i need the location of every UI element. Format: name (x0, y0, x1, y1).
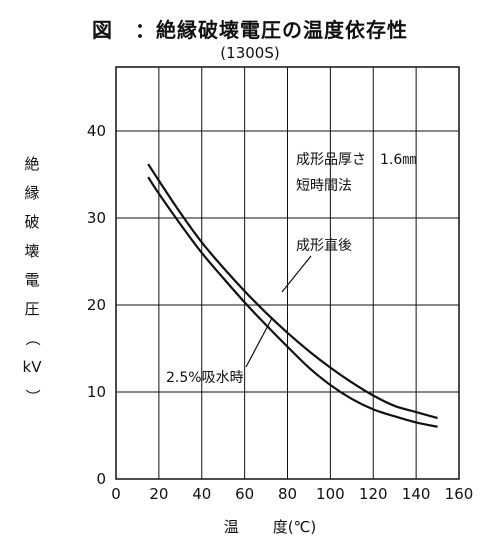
x-tick-label: 140 (402, 485, 431, 503)
chart-title-text: ：絶縁破壊電圧の温度依存性 (135, 18, 408, 42)
series-lines (147, 163, 438, 428)
x-tick-label: 80 (278, 485, 297, 503)
y-axis-label-char: 絶 (24, 155, 40, 173)
chart-subtitle: (1300S) (220, 44, 280, 62)
x-axis-label-part2: 度(℃) (272, 518, 317, 536)
annotation-series-wet: 2.5%吸水時 (166, 370, 244, 386)
x-tick-label: 0 (111, 485, 121, 503)
annotation-leader-wet (245, 317, 273, 368)
y-tick-label: 40 (87, 122, 106, 140)
y-axis-label-char: 破 (24, 213, 40, 231)
annotation-leader-dry (281, 255, 312, 293)
figure-label: 図 (92, 18, 113, 42)
plot-frame (115, 66, 460, 480)
series-line-0 (147, 163, 438, 420)
y-axis-label-char: 圧 (24, 300, 40, 318)
y-axis-label-char: 壊 (24, 242, 40, 260)
y-axis-label: 絶 縁 破 壊 電 圧 （ kV ） (20, 150, 44, 411)
x-tick-label: 60 (235, 485, 254, 503)
x-tick-label: 40 (192, 485, 211, 503)
x-axis-label: 温 度(℃) (0, 516, 500, 537)
x-tick-label: 160 (445, 485, 474, 503)
x-tick-label: 120 (359, 485, 388, 503)
x-axis-label-part1: 温 (223, 518, 239, 536)
series-line-1 (147, 176, 438, 428)
y-axis-label-char: 電 (24, 271, 40, 289)
chart-title: 図 ：絶縁破壊電圧の温度依存性 (0, 14, 500, 43)
annotation-thickness: 成形品厚さ 1.6㎜ (296, 152, 416, 168)
y-axis-label-unit: kV (22, 358, 42, 376)
y-tick-label: 0 (96, 470, 106, 488)
tick-labels: 0 20 40 60 80 100 120 140 160 0 10 20 30 40 (87, 122, 473, 503)
y-tick-label: 20 (87, 296, 106, 314)
annotation-series-dry: 成形直後 (296, 237, 352, 254)
y-tick-label: 30 (87, 209, 106, 227)
x-tick-label: 100 (316, 485, 345, 503)
y-tick-label: 10 (87, 383, 106, 401)
y-axis-label-char: 縁 (24, 184, 40, 202)
x-tick-label: 20 (149, 485, 168, 503)
annotation-method: 短時間法 (296, 178, 352, 194)
grid-lines (116, 67, 459, 479)
